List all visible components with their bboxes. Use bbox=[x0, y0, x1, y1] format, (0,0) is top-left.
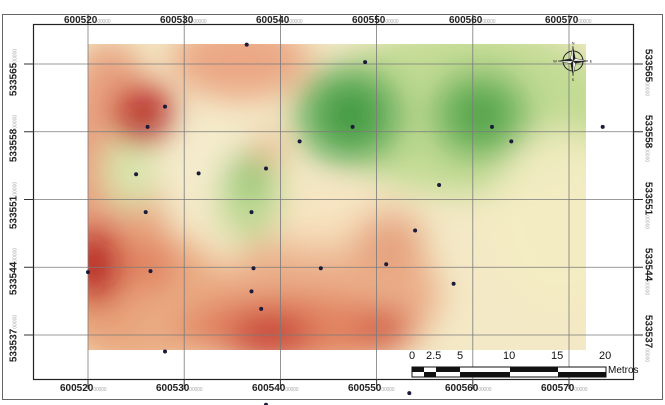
sample-point bbox=[350, 124, 355, 129]
sample-point bbox=[259, 306, 264, 311]
scale-label-5: 5 bbox=[457, 350, 464, 362]
sample-point bbox=[451, 281, 456, 286]
sample-point bbox=[384, 262, 389, 267]
scale-bar-segment bbox=[510, 367, 558, 372]
y-tick-left-4: 53353700000 bbox=[8, 314, 20, 363]
sample-point bbox=[407, 391, 412, 396]
x-tick-top-2: 60054000000 bbox=[256, 15, 303, 26]
x-tick-top-4: 60056000000 bbox=[449, 15, 496, 26]
compass-n-letter: N bbox=[572, 41, 575, 46]
graticule bbox=[24, 15, 643, 389]
sample-point bbox=[363, 60, 368, 65]
scale-label-20: 20 bbox=[599, 350, 612, 362]
scale-label-15: 15 bbox=[551, 350, 564, 362]
compass-w-letter: W bbox=[553, 59, 557, 64]
sample-point bbox=[297, 139, 302, 144]
scale-bar-segment bbox=[424, 372, 436, 377]
x-tick-bottom-3: 60055000000 bbox=[348, 383, 395, 394]
compass-rose-icon: N S E W bbox=[553, 41, 593, 83]
sample-point bbox=[264, 166, 268, 171]
sample-point bbox=[134, 172, 139, 177]
y-tick-right-0: 53356500000 bbox=[642, 48, 654, 97]
sample-point bbox=[509, 139, 514, 144]
compass-e-letter: E bbox=[590, 59, 593, 64]
y-tick-right-4: 53353700000 bbox=[642, 314, 654, 363]
y-tick-left-3: 53354400000 bbox=[8, 247, 20, 296]
sample-point bbox=[600, 124, 605, 129]
sample-point bbox=[249, 289, 254, 294]
scale-label-0: 0 bbox=[409, 350, 416, 362]
sample-point bbox=[437, 183, 442, 187]
outer-neatline bbox=[2, 14, 663, 400]
scale-bar-segment bbox=[558, 372, 606, 377]
x-tick-top-3: 60055000000 bbox=[352, 15, 399, 26]
scale-label-10: 10 bbox=[503, 350, 516, 362]
sample-point bbox=[490, 124, 494, 129]
sample-point bbox=[143, 210, 148, 215]
x-tick-top-1: 60053000000 bbox=[160, 15, 207, 26]
y-tick-left-1: 53355800000 bbox=[8, 114, 20, 163]
scale-bar-segment bbox=[436, 367, 460, 372]
scale-bar bbox=[411, 366, 607, 378]
x-tick-bottom-1: 60053000000 bbox=[156, 383, 203, 394]
sample-point bbox=[413, 228, 418, 233]
x-tick-bottom-2: 60054000000 bbox=[252, 383, 299, 394]
y-tick-right-1: 53355800000 bbox=[642, 114, 654, 163]
sample-points-layer bbox=[86, 42, 605, 405]
sample-point bbox=[251, 266, 256, 271]
scale-label-2-5: 2.5 bbox=[426, 350, 442, 362]
sample-point bbox=[145, 124, 150, 129]
compass-s-letter: S bbox=[572, 77, 575, 82]
scale-bar-segment bbox=[412, 367, 424, 372]
sample-point bbox=[86, 270, 90, 275]
sample-point bbox=[196, 171, 201, 176]
sample-point bbox=[244, 42, 249, 47]
sample-point bbox=[318, 266, 323, 271]
y-tick-right-2: 53355100000 bbox=[642, 181, 654, 230]
y-tick-right-3: 53354400000 bbox=[642, 247, 654, 296]
x-tick-bottom-5: 60057000000 bbox=[541, 383, 588, 394]
sample-point bbox=[163, 349, 167, 354]
scale-unit-label: Metros bbox=[608, 365, 639, 376]
x-tick-bottom-0: 60052000000 bbox=[60, 383, 107, 394]
y-tick-left-2: 53355100000 bbox=[8, 181, 20, 230]
x-tick-top-0: 60052000000 bbox=[64, 15, 111, 26]
sample-point bbox=[249, 210, 254, 215]
scale-bar-segment bbox=[460, 372, 510, 377]
interpolated-surface bbox=[88, 44, 586, 350]
sample-point bbox=[264, 402, 268, 405]
sample-point bbox=[148, 269, 153, 274]
x-tick-bottom-4: 60056000000 bbox=[445, 383, 492, 394]
x-tick-top-5: 60057000000 bbox=[545, 15, 592, 26]
y-tick-left-0: 53356500000 bbox=[8, 48, 20, 97]
sample-point bbox=[163, 104, 167, 109]
